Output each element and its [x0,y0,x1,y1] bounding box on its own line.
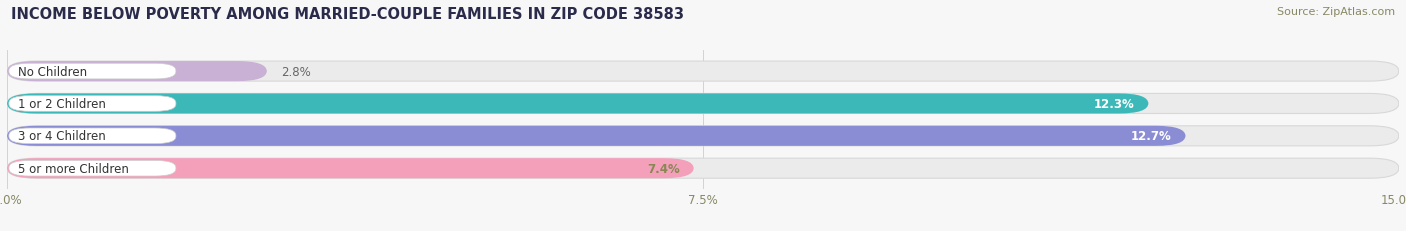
FancyBboxPatch shape [7,158,693,179]
Text: 12.7%: 12.7% [1130,130,1171,143]
Text: 5 or more Children: 5 or more Children [18,162,129,175]
Text: 3 or 4 Children: 3 or 4 Children [18,130,105,143]
Text: INCOME BELOW POVERTY AMONG MARRIED-COUPLE FAMILIES IN ZIP CODE 38583: INCOME BELOW POVERTY AMONG MARRIED-COUPL… [11,7,685,22]
FancyBboxPatch shape [7,62,1399,82]
FancyBboxPatch shape [7,126,1185,146]
FancyBboxPatch shape [8,64,176,79]
FancyBboxPatch shape [8,161,176,176]
FancyBboxPatch shape [8,128,176,144]
FancyBboxPatch shape [7,94,1149,114]
Text: 7.4%: 7.4% [647,162,681,175]
FancyBboxPatch shape [7,62,267,82]
Text: 2.8%: 2.8% [281,65,311,78]
FancyBboxPatch shape [7,126,1399,146]
Text: Source: ZipAtlas.com: Source: ZipAtlas.com [1277,7,1395,17]
Text: 1 or 2 Children: 1 or 2 Children [18,97,105,110]
Text: 12.3%: 12.3% [1094,97,1135,110]
FancyBboxPatch shape [7,158,1399,179]
FancyBboxPatch shape [7,94,1399,114]
Text: No Children: No Children [18,65,87,78]
FancyBboxPatch shape [8,96,176,112]
